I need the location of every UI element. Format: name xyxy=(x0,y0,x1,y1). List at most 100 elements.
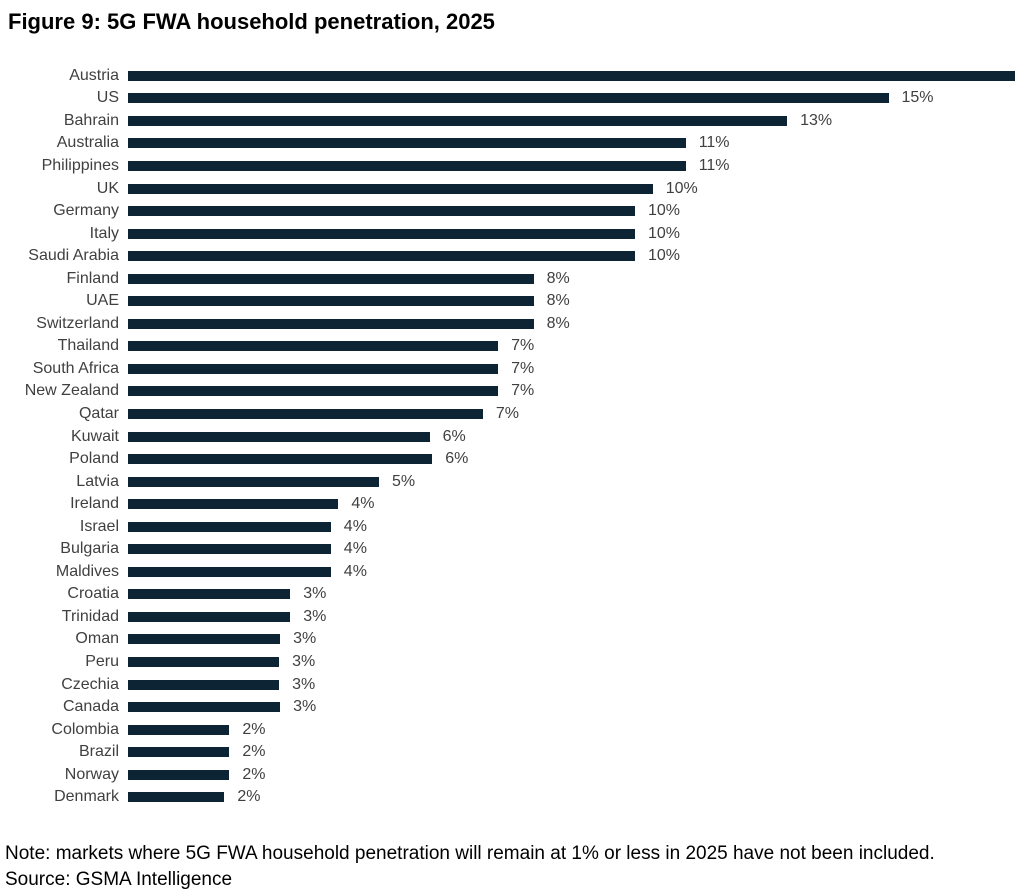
bar xyxy=(128,160,686,171)
value-label: 5% xyxy=(391,472,416,490)
chart-row: Finland 8% xyxy=(0,267,1021,290)
bar xyxy=(128,93,889,104)
bar-area: 10% xyxy=(128,177,1021,200)
category-label: Bahrain xyxy=(63,111,119,129)
chart-row: Italy 10% xyxy=(0,222,1021,245)
value-label: 11% xyxy=(698,156,730,174)
chart-footer: Note: markets where 5G FWA household pen… xyxy=(5,841,935,893)
source-text: Source: GSMA Intelligence xyxy=(5,869,233,890)
value-label: 10% xyxy=(665,179,698,197)
chart-row: Bahrain 13% xyxy=(0,110,1021,133)
chart-row: Brazil 2% xyxy=(0,741,1021,764)
category-label: Qatar xyxy=(78,404,119,422)
chart-row: Thailand 7% xyxy=(0,335,1021,358)
value-label: 10% xyxy=(648,224,681,242)
chart-row: Peru 3% xyxy=(0,651,1021,674)
bar-area: 4% xyxy=(128,515,1021,538)
bar xyxy=(128,296,534,307)
bar-area: 7% xyxy=(128,335,1021,358)
category-label: Finland xyxy=(66,269,119,287)
value-label: 3% xyxy=(293,630,317,648)
value-label: 8% xyxy=(546,292,570,310)
bar xyxy=(128,544,331,555)
chart-row: US 15% xyxy=(0,87,1021,110)
chart-row: Croatia 3% xyxy=(0,583,1021,606)
chart-row: UK 10% xyxy=(0,177,1021,200)
bar xyxy=(128,386,499,397)
bar xyxy=(128,70,1016,81)
value-label: 2% xyxy=(242,720,266,738)
bar xyxy=(128,363,499,374)
bar xyxy=(128,792,225,803)
bar-area: 8% xyxy=(128,290,1021,313)
chart-row: Austria xyxy=(0,65,1021,88)
chart-row: Bulgaria 4% xyxy=(0,538,1021,561)
chart-row: Qatar 7% xyxy=(0,403,1021,426)
bar-area: 8% xyxy=(128,267,1021,290)
category-label: Italy xyxy=(89,224,119,242)
chart-row: Kuwait 6% xyxy=(0,425,1021,448)
value-label: 10% xyxy=(648,247,681,265)
category-label: Oman xyxy=(75,630,119,648)
bar-area: 2% xyxy=(128,786,1021,809)
bar xyxy=(128,138,686,149)
bar xyxy=(128,521,331,532)
bar-chart: Austria US 15% Bahrain 13% Australia 11%… xyxy=(0,65,1021,809)
bar xyxy=(128,499,339,510)
bar xyxy=(128,656,280,667)
bar xyxy=(128,769,230,780)
bar xyxy=(128,747,230,758)
chart-row: Latvia 5% xyxy=(0,470,1021,493)
bar-area: 4% xyxy=(128,561,1021,584)
value-label: 10% xyxy=(648,202,681,220)
chart-row: Denmark 2% xyxy=(0,786,1021,809)
category-label: Ireland xyxy=(70,495,119,513)
value-label: 2% xyxy=(237,788,261,806)
value-label: 3% xyxy=(303,585,327,603)
chart-row: Switzerland 8% xyxy=(0,313,1021,336)
value-label: 3% xyxy=(292,675,316,693)
chart-row: UAE 8% xyxy=(0,290,1021,313)
chart-row: Norway 2% xyxy=(0,763,1021,786)
chart-row: Australia 11% xyxy=(0,132,1021,155)
bar-area: 2% xyxy=(128,741,1021,764)
value-label: 3% xyxy=(292,652,316,670)
value-label: 4% xyxy=(343,517,367,535)
value-label: 3% xyxy=(303,607,327,625)
bar xyxy=(128,228,635,239)
bar xyxy=(128,702,281,713)
category-label: Austria xyxy=(69,66,119,84)
category-label: Czechia xyxy=(61,675,119,693)
bar xyxy=(128,273,534,284)
category-label: UAE xyxy=(86,292,119,310)
bar-area: 11% xyxy=(128,132,1021,155)
value-label: 11% xyxy=(698,134,730,152)
value-label: 8% xyxy=(546,269,570,287)
bar-area: 3% xyxy=(128,696,1021,719)
bar-area: 8% xyxy=(128,313,1021,336)
bar-area: 7% xyxy=(128,380,1021,403)
chart-row: Saudi Arabia 10% xyxy=(0,245,1021,268)
category-label: Israel xyxy=(79,517,119,535)
bar-area: 10% xyxy=(128,222,1021,245)
note-text: Note: markets where 5G FWA household pen… xyxy=(5,843,935,864)
category-label: Switzerland xyxy=(36,314,119,332)
value-label: 6% xyxy=(442,427,466,445)
chart-row: Czechia 3% xyxy=(0,673,1021,696)
category-label: Philippines xyxy=(41,156,119,174)
value-label: 4% xyxy=(343,540,367,558)
chart-row: Poland 6% xyxy=(0,448,1021,471)
bar xyxy=(128,679,280,690)
bar xyxy=(128,408,483,419)
category-label: Canada xyxy=(62,698,119,716)
category-label: Denmark xyxy=(54,788,119,806)
bar-area: 6% xyxy=(128,425,1021,448)
bar-area: 2% xyxy=(128,763,1021,786)
category-label: UK xyxy=(96,179,119,197)
bar xyxy=(128,206,635,217)
chart-row: Ireland 4% xyxy=(0,493,1021,516)
category-label: Croatia xyxy=(67,585,119,603)
category-label: Saudi Arabia xyxy=(28,247,119,265)
bar xyxy=(128,566,331,577)
bar-area: 7% xyxy=(128,358,1021,381)
